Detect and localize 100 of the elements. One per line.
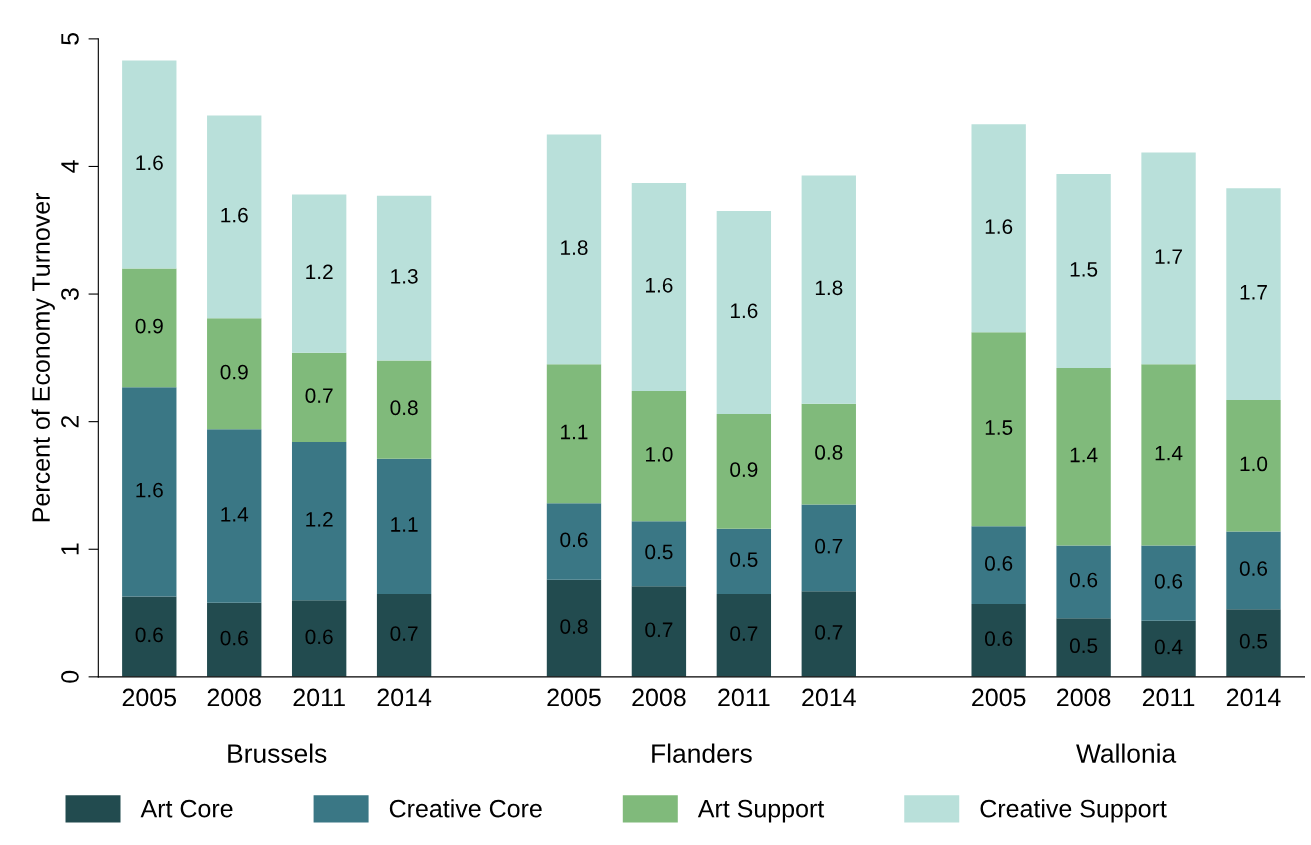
- data-label: 1.2: [306, 264, 333, 280]
- x-tick-label: 2008: [207, 688, 261, 707]
- y-tick-label: 1: [61, 543, 79, 555]
- bar: [1056, 368, 1111, 546]
- data-label: 0.4: [1154, 639, 1183, 655]
- bar: [376, 593, 432, 677]
- legend-label: Creative Support: [980, 799, 1167, 823]
- x-tick-label: 2014: [1226, 688, 1281, 707]
- x-tick-label: 2005: [972, 688, 1026, 707]
- data-label: 0.8: [390, 400, 418, 416]
- legend-label: Art Support: [697, 799, 825, 823]
- data-label: 0.6: [220, 630, 248, 646]
- data-label: 1.6: [730, 303, 758, 319]
- y-tick-label: 0: [61, 670, 79, 683]
- bar: [291, 194, 347, 353]
- data-label: 0.8: [560, 619, 588, 634]
- bar: [546, 503, 602, 580]
- x-tick-label: 2005: [547, 688, 601, 707]
- data-label: 0.6: [560, 532, 588, 548]
- bar: [1226, 188, 1281, 400]
- bar: [1226, 531, 1281, 610]
- data-label: 0.7: [815, 538, 843, 554]
- bar: [207, 115, 262, 319]
- bar: [1056, 545, 1111, 619]
- data-label: 1.4: [1155, 445, 1183, 461]
- bar: [291, 352, 347, 443]
- bar: [546, 134, 602, 365]
- bar: [207, 429, 262, 603]
- bar: [971, 124, 1026, 333]
- data-label: 0.5: [1069, 638, 1098, 654]
- data-label: 0.6: [305, 629, 333, 645]
- y-tick-label: 2: [61, 415, 79, 428]
- bar: [631, 586, 687, 677]
- data-label: 1.8: [561, 240, 588, 255]
- bar: [971, 332, 1026, 527]
- bar: [546, 579, 602, 677]
- y-tick-label: 3: [61, 288, 79, 301]
- x-tick-label: 2005: [122, 688, 177, 707]
- bar: [376, 458, 432, 594]
- bar: [1141, 620, 1196, 677]
- data-label: 0.9: [135, 318, 163, 334]
- data-label: 0.5: [730, 552, 758, 567]
- bar: [376, 195, 432, 361]
- data-label: 0.6: [1069, 572, 1098, 588]
- bar: [207, 602, 262, 677]
- bar: [801, 175, 856, 404]
- x-tick-label: 2011: [718, 688, 770, 707]
- data-label: 0.9: [220, 364, 248, 380]
- legend-label: Art Core: [140, 799, 233, 818]
- bar: [801, 591, 856, 677]
- data-label: 0.7: [390, 626, 418, 641]
- data-label: 1.3: [391, 268, 418, 284]
- bar: [631, 521, 687, 587]
- data-label: 1.7: [1155, 249, 1182, 264]
- y-tick-label: 4: [61, 160, 79, 173]
- bar: [631, 391, 687, 522]
- bar: [716, 414, 772, 529]
- legend-label: Creative Core: [389, 799, 542, 818]
- data-label: 0.6: [1154, 573, 1183, 589]
- data-label: 1.6: [221, 207, 248, 223]
- data-label: 1.0: [646, 446, 673, 462]
- data-label: 1.6: [985, 219, 1013, 234]
- bar: [1141, 364, 1196, 546]
- bar: [207, 318, 262, 430]
- data-label: 1.0: [1240, 456, 1268, 472]
- data-label: 1.4: [221, 507, 249, 522]
- x-tick-label: 2011: [1142, 688, 1195, 707]
- data-label: 1.6: [136, 482, 163, 498]
- data-label: 1.2: [306, 512, 333, 527]
- bar: [376, 360, 432, 459]
- bar: [631, 183, 687, 392]
- x-tick-label: 2014: [802, 688, 856, 707]
- data-label: 0.9: [730, 462, 758, 478]
- text: Wallonia: [1076, 743, 1177, 763]
- data-label: 1.7: [1240, 285, 1267, 300]
- data-label: 0.7: [645, 622, 673, 638]
- bar: [1226, 609, 1281, 677]
- data-label: 1.6: [646, 277, 673, 293]
- data-label: 0.6: [985, 556, 1013, 571]
- bar: [971, 526, 1026, 605]
- data-label: 0.7: [305, 388, 333, 403]
- bar: [1141, 545, 1196, 621]
- bar: [1056, 618, 1111, 677]
- data-label: 1.4: [1070, 447, 1098, 463]
- bar: [122, 60, 177, 269]
- data-label: 0.8: [815, 445, 843, 460]
- data-label: 0.6: [985, 631, 1013, 647]
- data-label: 0.7: [730, 626, 758, 641]
- bar: [122, 596, 177, 677]
- bar: [801, 504, 856, 592]
- data-label: 0.6: [1239, 561, 1268, 576]
- x-tick-label: 2011: [293, 688, 345, 707]
- bar: [971, 604, 1026, 677]
- bar: [1056, 174, 1111, 369]
- bar: [1141, 152, 1196, 365]
- bar: [546, 364, 602, 504]
- bar: [122, 268, 177, 388]
- bar: [716, 211, 772, 414]
- bar: [801, 403, 856, 505]
- data-label: 0.5: [645, 544, 673, 560]
